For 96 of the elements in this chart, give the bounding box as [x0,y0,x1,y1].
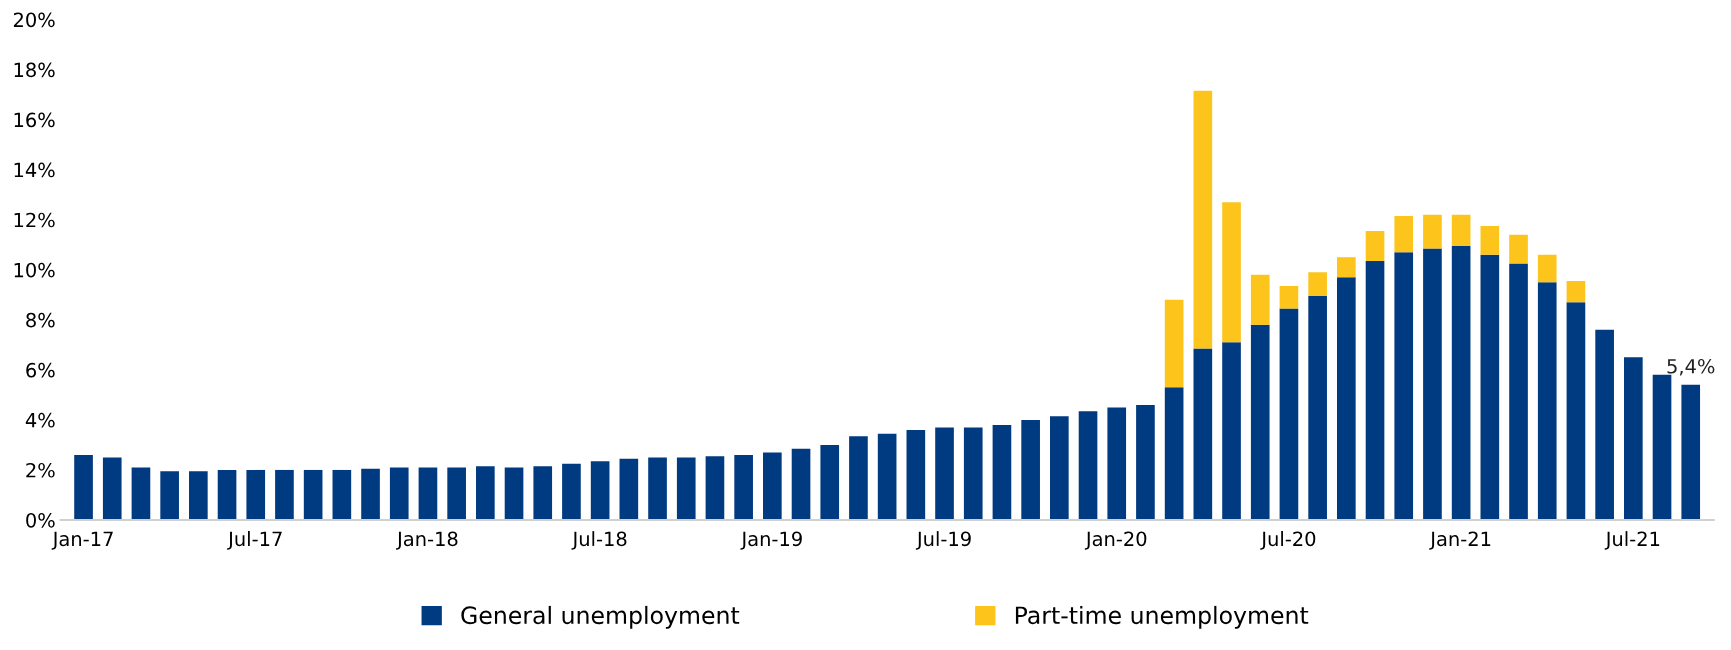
bar [1250,274,1270,325]
bar [1681,384,1701,520]
x-tick-label: Jan-20 [1084,531,1147,550]
bar [476,466,495,520]
y-tick-label: 4% [25,412,55,428]
bar [935,427,954,520]
bar [389,467,409,520]
bar [1308,296,1327,520]
bar [992,424,1012,520]
bar [1136,404,1155,520]
bar [705,456,725,520]
bar [246,469,266,520]
bar [1537,282,1557,520]
bar [332,469,352,520]
x-tick-label: Jan-18 [396,531,458,550]
bar [1480,254,1500,520]
bar [74,454,93,520]
bar [1394,215,1414,253]
bar [102,457,122,520]
bar [1164,387,1184,520]
x-tick-label: Jan-19 [740,531,802,550]
bar [1250,324,1270,520]
x-tick-label: Jul-19 [915,531,971,550]
bar [217,469,237,520]
bar [849,436,868,520]
y-tick-label: 20% [13,12,55,28]
bar [504,467,524,520]
y-tick-label: 6% [26,362,55,378]
bar [1423,214,1442,249]
bar [619,458,639,520]
y-tick-label: 10% [14,262,55,278]
bar [1279,308,1299,520]
y-tick-label: 16% [14,112,55,128]
bar [1078,411,1098,520]
bar [1509,234,1528,264]
bar [1337,257,1356,278]
bar [1451,214,1471,246]
bar [1423,248,1442,520]
bar [361,468,380,520]
bar [1164,299,1184,388]
bar [648,457,667,520]
bar [1021,419,1040,520]
y-tick-label: 12% [14,212,55,228]
bar [877,433,897,520]
bar [791,448,811,520]
bar [1595,329,1614,520]
x-tick-label: Jul-21 [1604,531,1660,550]
bar [447,467,466,520]
y-tick-label: 18% [14,62,55,78]
bar [160,471,179,520]
bar [303,469,323,520]
bar [963,427,983,520]
data-label: 5,4% [1667,358,1715,376]
x-tick-label: Jan-17 [51,531,113,550]
x-tick-label: Jan-21 [1429,531,1491,550]
bar [1222,202,1241,343]
bar [734,454,753,520]
y-tick-label: 2% [26,462,55,478]
bar [676,457,696,520]
legend-label: General unemployment [461,605,740,629]
y-tick-label: 0% [26,512,55,528]
bar [275,469,294,520]
bar [763,452,782,520]
bar [1480,225,1500,255]
bar [1222,342,1241,520]
y-tick-label: 14% [14,162,55,178]
x-tick-label: Jul-17 [227,531,282,550]
x-tick-label: Jul-18 [571,531,627,550]
bar [1193,90,1213,349]
bar [1509,263,1528,520]
bar [1566,281,1586,303]
y-tick-label: 8% [26,312,55,328]
x-tick-label: Jul-20 [1260,531,1316,550]
bar [562,463,581,520]
bar [1365,230,1385,261]
bar [1107,407,1127,520]
bar [131,467,151,520]
bar [1652,374,1672,520]
bar [1337,277,1356,520]
bar [906,429,926,520]
bar [1279,286,1299,309]
bar [1624,357,1643,520]
bar [1566,302,1586,520]
bar [418,467,438,520]
bar [189,471,208,520]
legend-label: Part-time unemployment [1015,605,1309,629]
bar [1365,260,1385,520]
bar [820,444,840,520]
bar [590,461,610,520]
bar [1193,348,1213,520]
bar [1451,245,1471,520]
bar [1394,252,1414,520]
bar [533,466,553,520]
bar [1050,416,1069,520]
bar [1537,254,1557,283]
bar [1308,272,1327,297]
